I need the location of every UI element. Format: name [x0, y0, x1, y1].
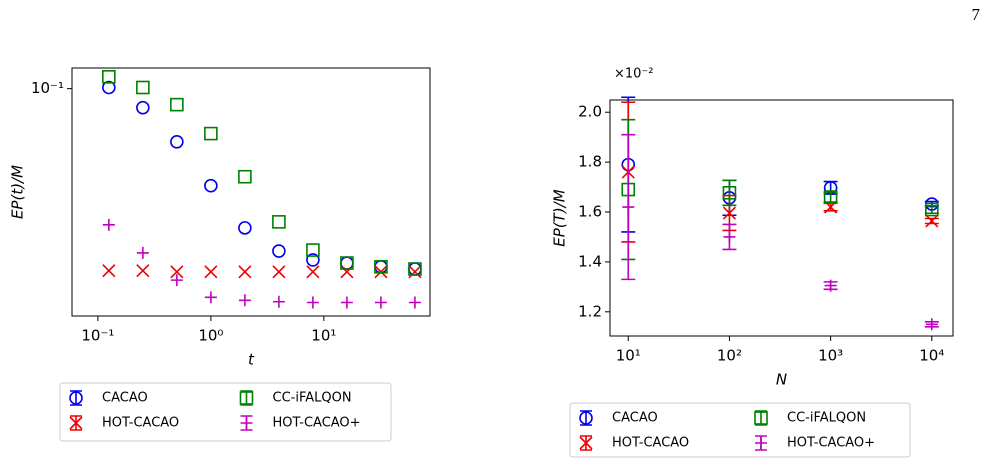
marker [102, 218, 115, 231]
x-tick-label: 10⁰ [198, 327, 223, 345]
legend-label: CC-iFALQON [273, 391, 352, 406]
offset-label: ×10⁻² [614, 67, 654, 82]
legend-box [59, 382, 392, 442]
marker [374, 260, 388, 274]
legend-label: CACAO [102, 391, 148, 406]
marker [723, 230, 736, 243]
legend-marker [69, 416, 83, 430]
marker [238, 221, 252, 235]
legend-marker [579, 411, 593, 425]
y-axis-label: EP(t)/M [9, 165, 27, 219]
error-bar [924, 204, 939, 215]
marker [170, 265, 184, 279]
legend-marker [239, 391, 254, 405]
marker [272, 295, 285, 308]
x-tick-label: 10¹ [311, 327, 336, 345]
marker [136, 264, 150, 278]
marker [238, 294, 251, 307]
marker [204, 126, 218, 141]
marker [340, 265, 354, 279]
marker [136, 100, 150, 115]
legend-label: CACAO [612, 411, 658, 426]
plot-frame [71, 67, 431, 317]
legend-label: HOT-CACAO [102, 416, 179, 431]
marker [170, 274, 183, 287]
legend-label: HOT-CACAO [612, 436, 689, 451]
marker [374, 265, 388, 279]
legend-marker [579, 436, 593, 450]
legend-errorbar [70, 390, 82, 406]
error-bar [722, 179, 737, 207]
marker [722, 206, 737, 220]
marker [136, 246, 149, 259]
legend-label: HOT-CACAO+ [787, 436, 875, 451]
marker [238, 169, 252, 184]
marker [136, 80, 150, 95]
y-axis-label: EP(T)/M [551, 189, 569, 246]
marker [340, 296, 353, 309]
marker [272, 215, 286, 229]
legend-marker [754, 411, 768, 425]
y-tick-label: 1.2 [578, 302, 602, 320]
x-tick-label: 10¹ [616, 347, 641, 365]
y-tick-label: 2.0 [578, 103, 602, 121]
marker [204, 291, 217, 304]
marker [925, 202, 939, 217]
x-tick-label: 10² [717, 347, 742, 365]
marker [408, 265, 422, 279]
error-bar [823, 191, 838, 203]
marker [823, 190, 838, 204]
marker [622, 201, 635, 214]
x-tick-label: 10⁴ [919, 347, 944, 365]
x-axis-label: N [776, 371, 787, 389]
legend-marker [755, 437, 767, 449]
legend-label: HOT-CACAO+ [273, 416, 361, 431]
marker [170, 134, 184, 149]
marker [306, 243, 320, 257]
marker [306, 253, 320, 267]
legend-marker [240, 417, 253, 429]
marker [824, 279, 837, 292]
marker [408, 262, 422, 276]
marker [102, 264, 116, 278]
marker [408, 262, 422, 276]
marker [925, 214, 939, 228]
legend-errorbar [580, 410, 592, 426]
legend-label: CC-iFALQON [787, 411, 866, 426]
marker [306, 296, 319, 309]
marker [272, 244, 286, 258]
marker [204, 178, 218, 193]
marker [170, 97, 184, 112]
x-axis-label: t [248, 351, 255, 369]
marker [722, 186, 737, 200]
y-tick-label: 1.6 [578, 203, 602, 221]
y-tick-label: 1.4 [578, 252, 602, 270]
x-tick-label: 10⁻¹ [81, 327, 114, 345]
marker [374, 296, 387, 309]
marker [238, 265, 252, 279]
y-tick-label: 10⁻¹ [31, 79, 64, 97]
marker [340, 256, 354, 270]
x-tick-label: 10³ [818, 347, 843, 365]
legend-box [569, 402, 911, 458]
marker [925, 318, 938, 331]
legend-errorbar [755, 410, 767, 426]
marker [408, 296, 421, 309]
y-tick-label: 1.8 [578, 153, 602, 171]
page-number: 7 [972, 5, 981, 24]
marker [102, 80, 116, 95]
legend-marker [69, 391, 83, 405]
marker [272, 265, 286, 279]
legend-errorbar [240, 390, 253, 406]
marker [102, 70, 116, 84]
plot-frame [609, 99, 954, 337]
marker [306, 265, 320, 279]
marker [204, 265, 218, 279]
